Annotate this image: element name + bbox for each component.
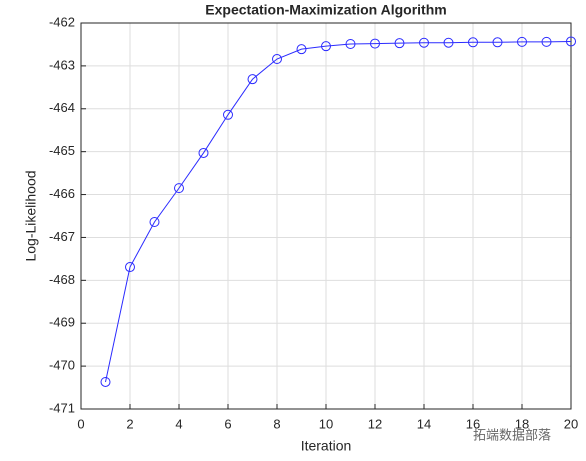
data-point bbox=[174, 183, 184, 194]
y-tick-label: -469 bbox=[49, 315, 75, 330]
data-point bbox=[443, 37, 454, 48]
x-tick-label: 16 bbox=[466, 416, 480, 431]
y-tick-label: -467 bbox=[49, 229, 75, 244]
x-tick-label: 6 bbox=[224, 416, 231, 431]
y-tick-label: -468 bbox=[49, 272, 75, 287]
data-point bbox=[566, 36, 576, 47]
data-point bbox=[100, 376, 111, 387]
data-point bbox=[321, 41, 331, 52]
x-tick-label: 18 bbox=[515, 416, 529, 431]
y-tick-label: -464 bbox=[49, 100, 75, 115]
chart-title: Expectation-Maximization Algorithm bbox=[205, 2, 446, 18]
watermark: 拓端数据部落 bbox=[473, 427, 551, 442]
data-point bbox=[247, 74, 258, 85]
data-point bbox=[296, 44, 307, 55]
y-tick-label: -462 bbox=[49, 14, 75, 29]
x-tick-label: 14 bbox=[417, 416, 431, 431]
x-tick-label: 10 bbox=[319, 416, 333, 431]
x-tick-label: 2 bbox=[126, 416, 133, 431]
x-tick-label: 4 bbox=[175, 416, 182, 431]
data-point bbox=[541, 36, 552, 47]
data-point bbox=[198, 147, 209, 158]
data-point bbox=[370, 38, 380, 49]
data-point bbox=[125, 262, 135, 273]
data-point bbox=[419, 37, 429, 48]
x-tick-label: 8 bbox=[273, 416, 280, 431]
axes-box bbox=[80, 22, 572, 410]
data-point bbox=[517, 36, 527, 47]
y-axis-label: Log-Likelihood bbox=[23, 170, 39, 261]
data-point bbox=[492, 37, 503, 48]
data-point bbox=[223, 109, 233, 120]
data-point bbox=[149, 217, 160, 228]
y-tick-label: -471 bbox=[49, 400, 75, 415]
x-tick-label: 12 bbox=[368, 416, 382, 431]
y-tick-label: -466 bbox=[49, 186, 75, 201]
data-point bbox=[272, 54, 282, 65]
data-point bbox=[345, 39, 356, 50]
data-point bbox=[394, 38, 405, 49]
y-tick-label: -470 bbox=[49, 358, 75, 373]
y-tick-label: -463 bbox=[49, 57, 75, 72]
x-axis-label: Iteration bbox=[301, 438, 352, 454]
y-tick-label: -465 bbox=[49, 143, 75, 158]
x-tick-label: 0 bbox=[77, 416, 84, 431]
x-tick-label: 20 bbox=[564, 416, 578, 431]
data-point bbox=[468, 37, 478, 48]
